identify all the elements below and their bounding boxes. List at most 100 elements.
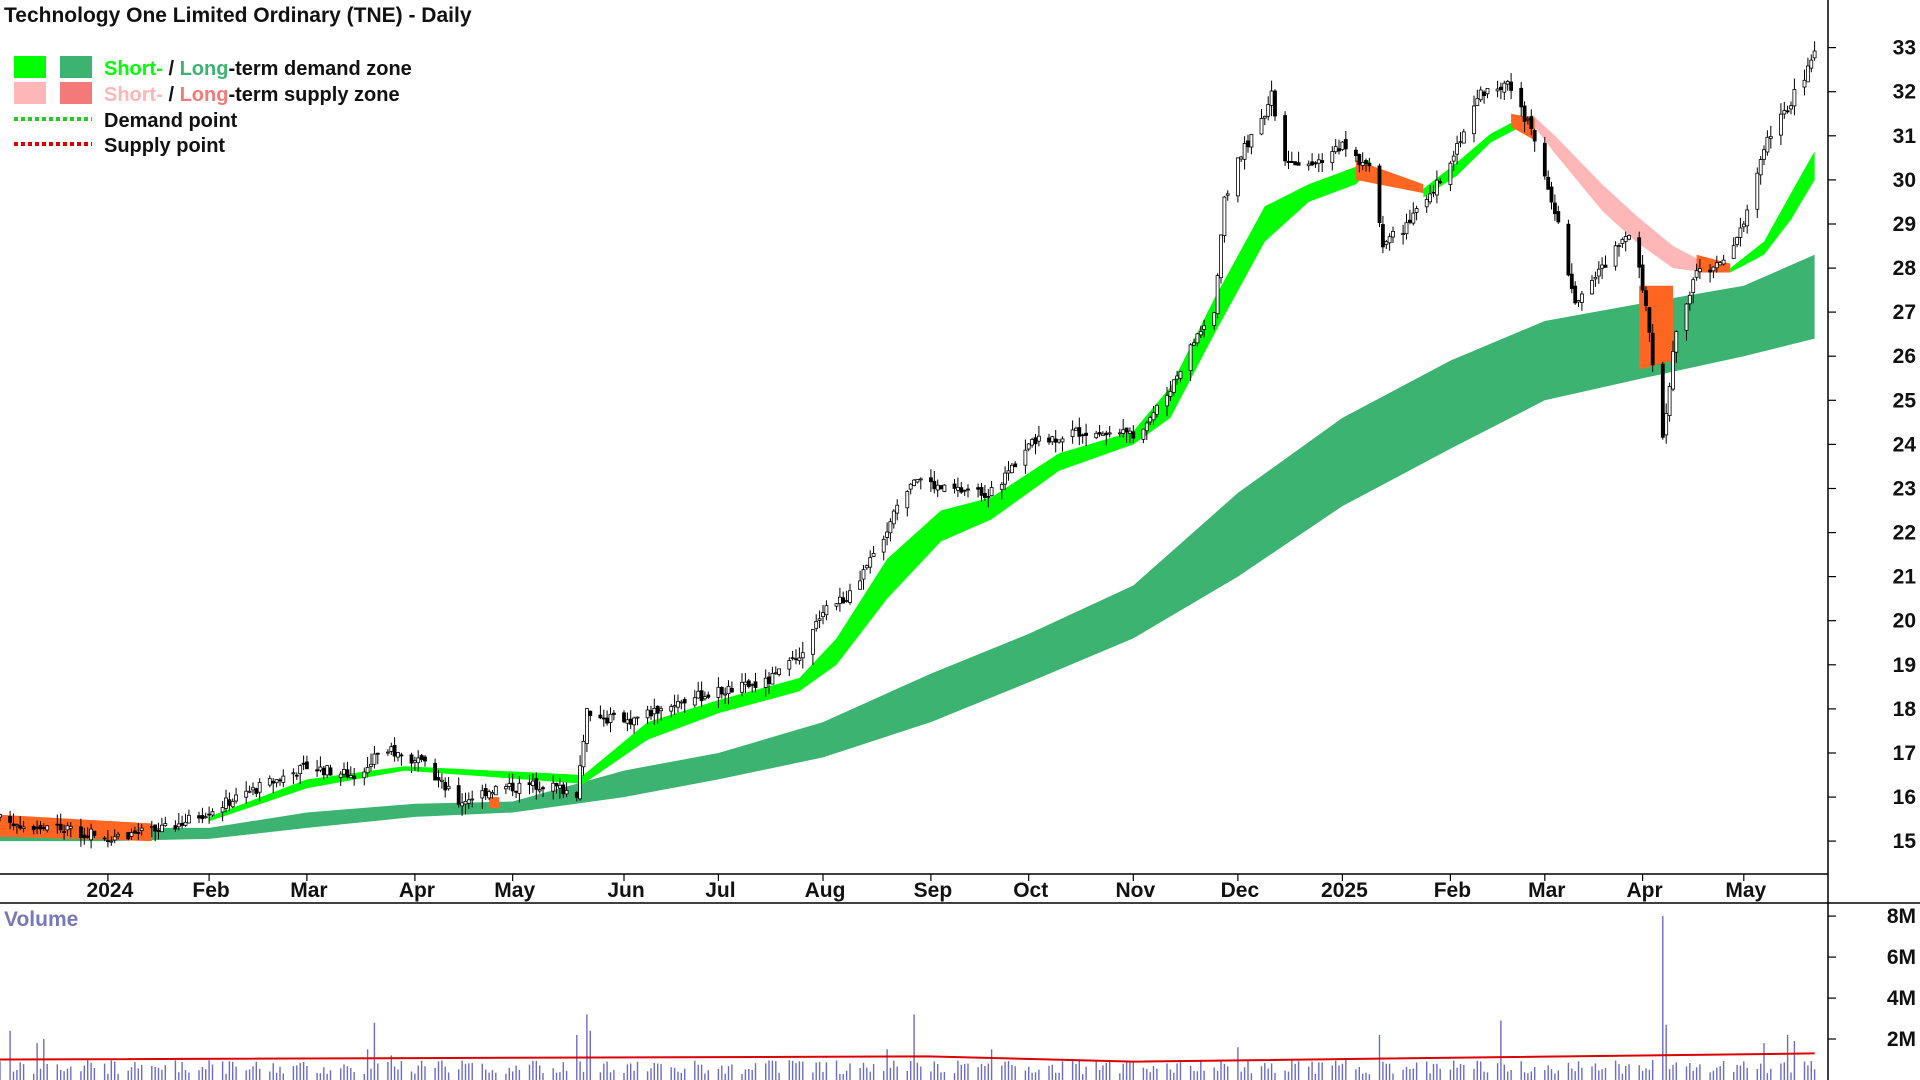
candle-body <box>952 483 957 489</box>
candle-body <box>800 652 805 659</box>
candle-body <box>773 672 778 675</box>
candle-body <box>1529 116 1534 129</box>
candle-body <box>1165 394 1169 407</box>
candle-body <box>1650 332 1655 366</box>
candle-body <box>1708 269 1712 273</box>
price-tick-label: 16 <box>1893 786 1916 809</box>
candle-body <box>1448 162 1453 185</box>
legend-supply-long: Long <box>180 84 229 106</box>
time-tick-label: Jun <box>607 879 644 902</box>
candle-body <box>234 794 239 802</box>
candle-body <box>625 719 630 724</box>
candle-body <box>956 486 960 491</box>
candle-body <box>1289 160 1294 163</box>
candle-body <box>1101 433 1105 436</box>
legend-long-demand-swatch <box>60 56 92 78</box>
candle-body <box>163 823 168 827</box>
candle-body <box>1593 276 1598 280</box>
volume-tick-label: 8M <box>1887 905 1916 928</box>
candle-body <box>578 765 582 800</box>
candle-body <box>692 697 697 706</box>
candle-body <box>966 488 970 491</box>
legend-demand-point: Demand point <box>104 110 238 132</box>
candle-body <box>1391 230 1395 238</box>
candle-body <box>203 816 208 819</box>
candle-body <box>507 783 512 787</box>
time-tick-label: 2025 <box>1321 879 1368 902</box>
price-tick-label: 26 <box>1893 345 1916 368</box>
legend-long-supply-swatch <box>60 82 92 104</box>
candle-body <box>35 826 39 829</box>
candle-body <box>1691 279 1696 294</box>
candle-body <box>1714 262 1719 269</box>
candle-body <box>817 618 822 621</box>
candle-body <box>1671 350 1675 390</box>
candle-body <box>797 657 802 661</box>
price-tick-label: 21 <box>1893 566 1917 589</box>
candle-body <box>480 790 485 799</box>
candle-body <box>1411 212 1416 224</box>
candle-body <box>1694 270 1699 278</box>
price-tick-label: 18 <box>1893 698 1917 721</box>
candle-body <box>777 668 781 675</box>
candle-body <box>1684 303 1689 331</box>
candle-body <box>527 782 532 786</box>
candle-body <box>1509 81 1513 91</box>
candle-body <box>905 491 910 509</box>
candle-body <box>935 484 940 491</box>
long-term-supply-zone-5 <box>1639 285 1673 370</box>
candle-body <box>392 745 397 757</box>
candle-body <box>716 686 721 698</box>
candle-body <box>1455 143 1459 155</box>
candle-body <box>1556 211 1561 223</box>
candle-body <box>1812 50 1817 59</box>
candle-body <box>180 822 185 826</box>
candle-body <box>126 832 131 840</box>
legend-demand-sep: / <box>163 58 180 80</box>
candle-body <box>1519 87 1524 108</box>
candle-body <box>139 827 144 831</box>
candle-body <box>1219 234 1223 279</box>
candle-body <box>254 788 259 794</box>
candle-body <box>460 802 465 807</box>
candle-body <box>1168 390 1173 397</box>
candle-body <box>11 823 16 827</box>
candle-body <box>672 705 677 708</box>
candle-body <box>723 693 728 696</box>
candle-body <box>298 765 303 774</box>
candle-body <box>1117 432 1122 435</box>
candle-body <box>1424 199 1429 208</box>
legend-demand-zone: Short- / Long-term demand zone <box>104 58 412 80</box>
candle-body <box>885 531 889 538</box>
candle-body <box>251 787 255 791</box>
candle-body <box>1333 146 1338 153</box>
candle-body <box>183 821 188 826</box>
candle-body <box>1239 156 1244 160</box>
candle-body <box>794 658 798 661</box>
candle-body <box>1060 438 1065 443</box>
volume-tick-label: 6M <box>1887 946 1916 969</box>
candle-body <box>304 761 309 770</box>
candle-body <box>679 701 684 704</box>
candle-body <box>699 690 704 702</box>
candle-body <box>1472 105 1476 135</box>
candle-body <box>531 780 535 786</box>
candle-body <box>1057 439 1061 443</box>
candle-body <box>1603 264 1608 268</box>
time-tick-label: Sep <box>914 879 953 902</box>
candle-body <box>1175 375 1179 380</box>
candle-body <box>1283 115 1287 162</box>
candle-body <box>514 790 518 793</box>
candle-body <box>14 824 19 827</box>
candle-body <box>1526 118 1530 121</box>
candle-body <box>1340 141 1345 151</box>
candle-body <box>443 782 448 791</box>
price-tick-label: 28 <box>1893 257 1917 280</box>
long-term-supply-zone-3 <box>1355 160 1424 194</box>
candle-body <box>581 741 586 768</box>
candle-body <box>976 487 980 490</box>
candle-body <box>1499 86 1503 90</box>
candle-body <box>1414 208 1419 213</box>
candle-body <box>730 688 734 693</box>
candle-body <box>1532 129 1537 142</box>
